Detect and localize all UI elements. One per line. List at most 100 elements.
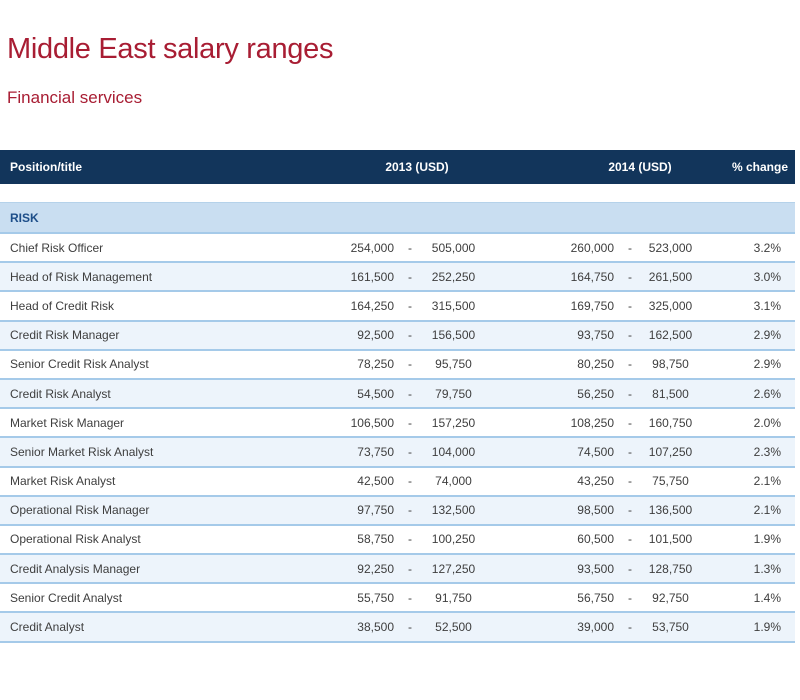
cell-pct-change: 1.3% — [753, 561, 781, 576]
cell-2013-max: 505,000 — [431, 240, 476, 255]
table-row: Senior Market Risk Analyst 73,750 - 104,… — [0, 438, 795, 468]
cell-2014-min: 93,500 — [577, 561, 614, 576]
cell-position: Senior Credit Analyst — [10, 590, 123, 605]
cell-2013-min: 42,500 — [357, 474, 394, 489]
cell-2014-min: 108,250 — [570, 415, 614, 430]
table-row: Operational Risk Manager 97,750 - 132,50… — [0, 496, 795, 526]
range-dash: - — [628, 444, 632, 459]
cell-2014-max: 53,750 — [652, 620, 689, 635]
range-dash: - — [628, 561, 632, 576]
cell-pct-change: 2.1% — [753, 474, 781, 489]
cell-2014-max: 162,500 — [648, 328, 693, 343]
cell-pct-change: 2.3% — [753, 444, 781, 459]
cell-pct-change: 3.2% — [753, 240, 781, 255]
cell-2013-min: 97,750 — [357, 503, 394, 518]
cell-pct-change: 1.9% — [753, 532, 781, 547]
cell-2013-max: 79,750 — [435, 386, 472, 401]
cell-2013-min: 92,250 — [357, 561, 394, 576]
cell-2014-max: 98,750 — [652, 357, 689, 372]
range-dash: - — [408, 269, 412, 284]
cell-position: Operational Risk Analyst — [10, 532, 141, 547]
cell-2014-max: 128,750 — [648, 561, 693, 576]
table-row: Chief Risk Officer 254,000 - 505,000 260… — [0, 234, 795, 264]
cell-2013-min: 58,750 — [357, 532, 394, 547]
cell-position: Senior Credit Risk Analyst — [10, 357, 149, 372]
cell-2013-max: 52,500 — [435, 620, 472, 635]
cell-2014-min: 56,250 — [577, 386, 614, 401]
cell-2013-max: 132,500 — [431, 503, 476, 518]
cell-2013-max: 156,500 — [431, 328, 476, 343]
range-dash: - — [628, 357, 632, 372]
cell-position: Chief Risk Officer — [10, 240, 104, 255]
range-dash: - — [628, 415, 632, 430]
range-dash: - — [628, 240, 632, 255]
range-dash: - — [408, 328, 412, 343]
table-row: Head of Credit Risk 164,250 - 315,500 16… — [0, 292, 795, 322]
cell-position: Market Risk Manager — [10, 415, 125, 430]
range-dash: - — [628, 620, 632, 635]
cell-pct-change: 2.1% — [753, 503, 781, 518]
range-dash: - — [408, 415, 412, 430]
range-dash: - — [408, 357, 412, 372]
table-row: Operational Risk Analyst 58,750 - 100,25… — [0, 525, 795, 556]
cell-2014-min: 164,750 — [570, 269, 614, 284]
cell-2014-min: 43,250 — [577, 474, 614, 489]
table-row: Credit Analysis Manager 92,250 - 127,250… — [0, 555, 795, 585]
table-row: Market Risk Analyst 42,500 - 74,000 43,2… — [0, 467, 795, 497]
cell-2014-max: 81,500 — [652, 386, 689, 401]
cell-position: Operational Risk Manager — [10, 503, 150, 518]
cell-2014-max: 101,500 — [648, 532, 693, 547]
range-dash: - — [408, 561, 412, 576]
cell-pct-change: 3.1% — [753, 298, 781, 313]
cell-2013-max: 127,250 — [431, 561, 476, 576]
cell-pct-change: 3.0% — [753, 269, 781, 284]
cell-2014-min: 39,000 — [577, 620, 614, 635]
cell-2014-min: 74,500 — [577, 444, 614, 459]
table-row: Credit Analyst 38,500 - 52,500 39,000 - … — [0, 613, 795, 643]
cell-2014-min: 98,500 — [577, 503, 614, 518]
cell-position: Head of Risk Management — [10, 269, 153, 284]
column-header-2013-usd: 2013 (USD) — [385, 160, 449, 174]
salary-table-body: Chief Risk Officer 254,000 - 505,000 260… — [0, 232, 795, 643]
table-row: Credit Risk Analyst 54,500 - 79,750 56,2… — [0, 379, 795, 410]
cell-position: Market Risk Analyst — [10, 474, 116, 489]
column-header-position: Position/title — [10, 160, 82, 174]
cell-2014-min: 80,250 — [577, 357, 614, 372]
cell-2013-max: 95,750 — [435, 357, 472, 372]
cell-2013-max: 315,500 — [431, 298, 476, 313]
cell-position: Senior Market Risk Analyst — [10, 444, 154, 459]
cell-2013-max: 104,000 — [431, 444, 476, 459]
range-dash: - — [408, 590, 412, 605]
cell-2014-max: 75,750 — [652, 474, 689, 489]
cell-2013-min: 106,500 — [350, 415, 394, 430]
cell-position: Credit Analysis Manager — [10, 561, 141, 576]
cell-2014-max: 92,750 — [652, 590, 689, 605]
cell-2013-min: 92,500 — [357, 328, 394, 343]
cell-2014-max: 160,750 — [648, 415, 693, 430]
column-header-2014-usd: 2014 (USD) — [608, 160, 672, 174]
cell-2014-min: 93,750 — [577, 328, 614, 343]
range-dash: - — [408, 532, 412, 547]
cell-2014-min: 56,750 — [577, 590, 614, 605]
cell-2014-min: 260,000 — [570, 240, 614, 255]
section-header-risk: RISK — [0, 202, 795, 232]
cell-2014-min: 60,500 — [577, 532, 614, 547]
range-dash: - — [408, 474, 412, 489]
range-dash: - — [628, 269, 632, 284]
page-title: Middle East salary ranges — [7, 33, 334, 65]
section-header-label: RISK — [10, 210, 39, 225]
range-dash: - — [408, 386, 412, 401]
cell-2014-max: 261,500 — [648, 269, 693, 284]
cell-2013-max: 91,750 — [435, 590, 472, 605]
cell-pct-change: 2.0% — [753, 415, 781, 430]
cell-2014-min: 169,750 — [570, 298, 614, 313]
cell-2013-min: 164,250 — [350, 298, 394, 313]
range-dash: - — [408, 503, 412, 518]
cell-2014-max: 107,250 — [648, 444, 693, 459]
cell-pct-change: 1.4% — [753, 590, 781, 605]
cell-2013-min: 254,000 — [350, 240, 394, 255]
range-dash: - — [628, 590, 632, 605]
range-dash: - — [408, 444, 412, 459]
cell-2013-min: 78,250 — [357, 357, 394, 372]
